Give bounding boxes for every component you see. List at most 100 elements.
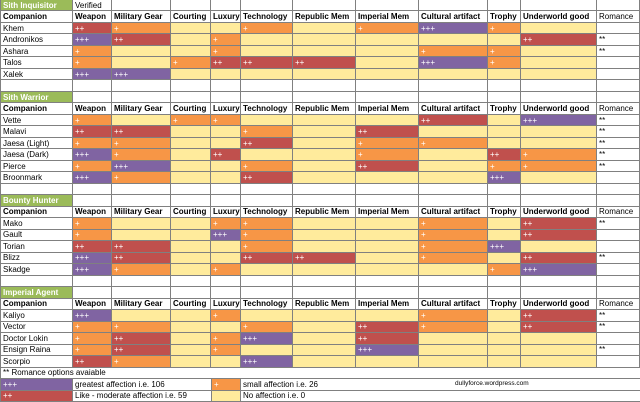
gift-technology-cell: ++ <box>241 137 293 150</box>
blank-spacer-cell <box>211 183 241 196</box>
gift-courting-cell <box>171 34 211 46</box>
companion-name: Vette <box>0 114 73 127</box>
gift-technology-cell: + <box>241 160 293 173</box>
gift-military-gear-cell: + <box>112 172 171 184</box>
gift-luxury-cell <box>211 160 241 173</box>
gift-courting-cell <box>171 264 211 276</box>
column-header-technology: Technology <box>241 298 293 311</box>
gift-trophy-cell <box>488 68 521 81</box>
gift-cultural-artifact-cell <box>419 68 488 81</box>
gift-imperial-mem-cell: + <box>356 22 419 35</box>
column-header-technology: Technology <box>241 11 293 23</box>
gift-weapon-cell: ++ <box>73 356 112 368</box>
empty-cell <box>419 195 488 207</box>
blank-spacer-cell <box>112 80 171 92</box>
gift-trophy-cell: + <box>488 45 521 58</box>
column-header-technology: Technology <box>241 206 293 219</box>
gift-imperial-mem-cell <box>356 241 419 253</box>
gift-courting-cell <box>171 126 211 138</box>
gift-courting-cell <box>171 229 211 242</box>
gift-underworld-good-cell <box>521 45 597 58</box>
gift-underworld-good-cell <box>521 333 597 345</box>
gift-trophy-cell <box>488 321 521 334</box>
blank-spacer-cell <box>0 80 73 92</box>
gift-courting-cell <box>171 218 211 230</box>
gift-courting-cell <box>171 321 211 334</box>
column-header-courting: Courting <box>171 11 211 23</box>
companion-name: Ashara <box>0 45 73 58</box>
gift-cultural-artifact-cell: + <box>419 321 488 334</box>
gift-courting-cell <box>171 68 211 81</box>
gift-trophy-cell: +++ <box>488 172 521 184</box>
gift-underworld-good-cell <box>521 172 597 184</box>
gift-technology-cell <box>241 45 293 58</box>
gift-cultural-artifact-cell: + <box>419 45 488 58</box>
gift-imperial-mem-cell: ++ <box>356 126 419 138</box>
empty-cell <box>171 287 211 299</box>
column-header-romance: Romance <box>597 103 640 115</box>
blank-spacer-cell <box>73 183 112 196</box>
gift-luxury-cell <box>211 321 241 334</box>
gift-luxury-cell: + <box>211 310 241 322</box>
gift-republic-mem-cell <box>293 45 356 58</box>
blank-spacer-cell <box>211 275 241 288</box>
blank-spacer-cell <box>488 183 521 196</box>
blank-spacer-cell <box>112 275 171 288</box>
gift-military-gear-cell <box>112 218 171 230</box>
gift-republic-mem-cell <box>293 137 356 150</box>
empty-cell <box>112 0 171 12</box>
gift-luxury-cell <box>211 126 241 138</box>
gift-imperial-mem-cell: + <box>356 149 419 161</box>
column-header-weapon: Weapon <box>73 298 112 311</box>
gift-cultural-artifact-cell: + <box>419 218 488 230</box>
legend-text-greatest: greatest affection i.e. 106 <box>73 379 211 391</box>
gift-technology-cell <box>241 34 293 46</box>
column-header-underworld-good: Underworld good <box>521 298 597 311</box>
blank-spacer-cell <box>293 275 356 288</box>
gift-cultural-artifact-cell: ++ <box>419 114 488 127</box>
gift-luxury-cell: + <box>211 114 241 127</box>
gift-trophy-cell <box>488 333 521 345</box>
blank-spacer-cell <box>241 80 293 92</box>
empty-cell <box>521 287 597 299</box>
column-header-romance: Romance <box>597 298 640 311</box>
gift-luxury-cell: + <box>211 264 241 276</box>
column-header-companion: Companion <box>0 11 73 23</box>
romance-marker <box>597 264 640 276</box>
empty-cell <box>597 195 640 207</box>
gift-imperial-mem-cell <box>356 172 419 184</box>
gift-luxury-cell <box>211 172 241 184</box>
legend-swatch-moderate: ++ <box>0 390 73 402</box>
column-header-military-gear: Military Gear <box>112 298 171 311</box>
gift-trophy-cell <box>488 114 521 127</box>
column-header-imperial-mem: Imperial Mem <box>356 298 419 311</box>
gift-republic-mem-cell <box>293 229 356 242</box>
gift-underworld-good-cell: ++ <box>521 218 597 230</box>
empty-cell <box>171 91 211 104</box>
gift-military-gear-cell: + <box>112 356 171 368</box>
gift-republic-mem-cell <box>293 264 356 276</box>
empty-cell <box>241 287 293 299</box>
blank-spacer-cell <box>171 80 211 92</box>
gift-cultural-artifact-cell: + <box>419 241 488 253</box>
gift-trophy-cell <box>488 137 521 150</box>
legend-text-none: No affection i.e. 0 <box>241 391 419 402</box>
gift-trophy-cell: ++ <box>488 149 521 161</box>
gift-luxury-cell <box>211 22 241 35</box>
romance-marker: ** <box>597 149 640 161</box>
empty-cell <box>488 91 521 104</box>
gift-military-gear-cell: + <box>112 137 171 150</box>
gift-republic-mem-cell <box>293 160 356 173</box>
gift-luxury-cell <box>211 252 241 265</box>
gift-luxury-cell <box>211 356 241 368</box>
empty-cell <box>112 195 171 207</box>
credit-url: dullyforce.wordpress.com <box>419 379 640 391</box>
gift-technology-cell: ++ <box>241 172 293 184</box>
gift-luxury-cell: +++ <box>211 229 241 242</box>
column-header-republic-mem: Republic Mem <box>293 103 356 115</box>
gift-technology-cell: + <box>241 241 293 253</box>
companion-name: Khem <box>0 22 73 35</box>
gift-trophy-cell: + <box>488 264 521 276</box>
gift-luxury-cell <box>211 137 241 150</box>
gift-cultural-artifact-cell <box>419 264 488 276</box>
